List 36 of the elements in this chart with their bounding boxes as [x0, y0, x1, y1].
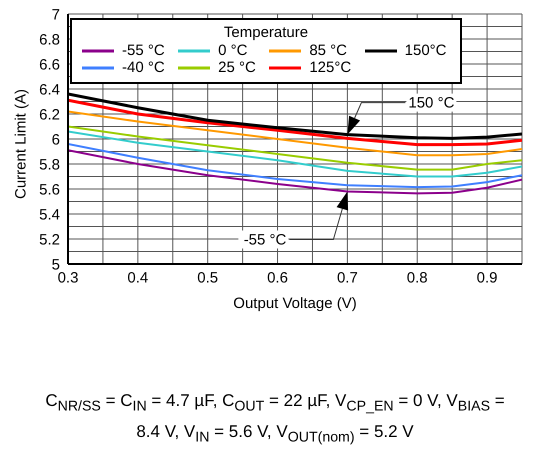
x-tick-label: 0.4 [127, 270, 148, 287]
line-series [68, 126, 522, 171]
x-tick-label: 0.5 [197, 270, 218, 287]
y-tick-label: 5.2 [39, 231, 60, 248]
legend-label: -40 °C [122, 59, 165, 76]
line-series [68, 110, 522, 156]
y-tick-label: 6 [52, 131, 60, 148]
x-tick-label: 0.3 [58, 270, 78, 287]
y-tick-label: 5 [52, 256, 60, 274]
legend-label: 85 °C [309, 42, 347, 59]
x-tick-label: 0.7 [336, 270, 358, 287]
y-tick-label: 5.8 [39, 156, 60, 174]
legend-label: 125°C [309, 59, 352, 76]
legend-label: 150°C [404, 42, 447, 59]
x-axis-title: Output Voltage (V) [233, 295, 357, 312]
annotation: 150 °C [408, 94, 455, 112]
line-series [68, 98, 522, 146]
legend-title: Temperature [222, 24, 310, 41]
x-tick-label: 0.6 [267, 270, 288, 287]
x-tick-label: 0.9 [476, 270, 498, 287]
y-axis-title: Current Limit (A) [12, 88, 30, 199]
y-tick-label: 6.4 [39, 81, 60, 98]
y-tick-label: 6.6 [39, 56, 60, 74]
legend-label: 0 °C [218, 42, 248, 59]
legend-label: 25 °C [218, 59, 256, 76]
legend-label: -55 °C [122, 42, 165, 59]
line-series [68, 143, 522, 188]
y-tick-label: 7 [52, 6, 60, 24]
annotation: -55 °C [244, 232, 287, 248]
x-tick-label: 0.8 [406, 270, 428, 287]
y-tick-label: 5.4 [39, 206, 60, 224]
y-tick-label: 6.8 [39, 31, 60, 48]
line-series [68, 130, 522, 178]
y-tick-label: 5.6 [39, 181, 60, 198]
y-tick-label: 6.2 [39, 106, 60, 124]
text: C$_{NR/SS}$ = C$_{IN}$ = 4.7 µF, C$_{OUT}$ = 22 µF, V$_{CP_EN}$ = 0 V, V$_{BIAS}$ = 8.4 V, V$_{IN}$ = 5.6 V, V$_{OUT(nom)}$ = 5.2 V [45, 391, 505, 446]
